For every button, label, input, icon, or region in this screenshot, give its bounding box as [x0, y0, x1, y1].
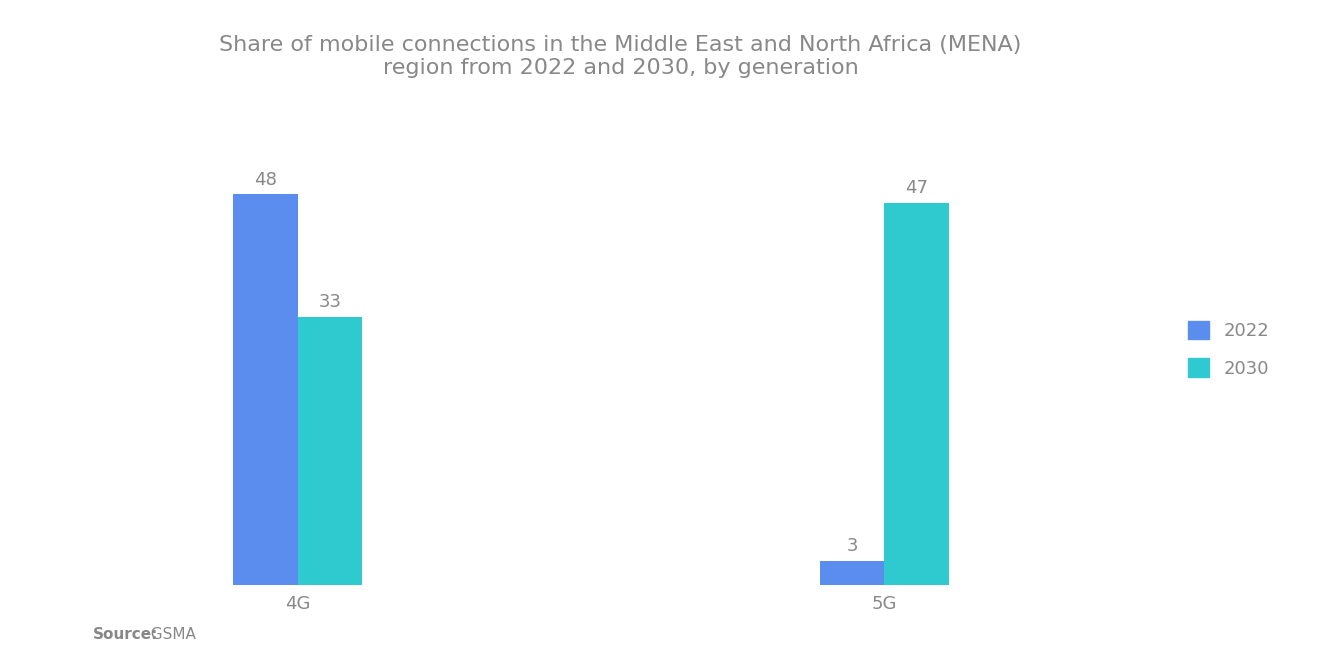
- Text: Source:: Source:: [92, 626, 158, 642]
- Bar: [884, 203, 949, 585]
- Text: 47: 47: [906, 179, 928, 197]
- Text: 33: 33: [318, 293, 342, 311]
- Legend: 2022, 2030: 2022, 2030: [1179, 312, 1279, 386]
- Bar: [820, 561, 884, 585]
- Text: GSMA: GSMA: [141, 626, 197, 642]
- Bar: [234, 194, 298, 585]
- Bar: [298, 317, 362, 585]
- Text: 3: 3: [846, 537, 858, 555]
- Title: Share of mobile connections in the Middle East and North Africa (MENA)
region fr: Share of mobile connections in the Middl…: [219, 35, 1022, 78]
- Text: 48: 48: [253, 171, 277, 189]
